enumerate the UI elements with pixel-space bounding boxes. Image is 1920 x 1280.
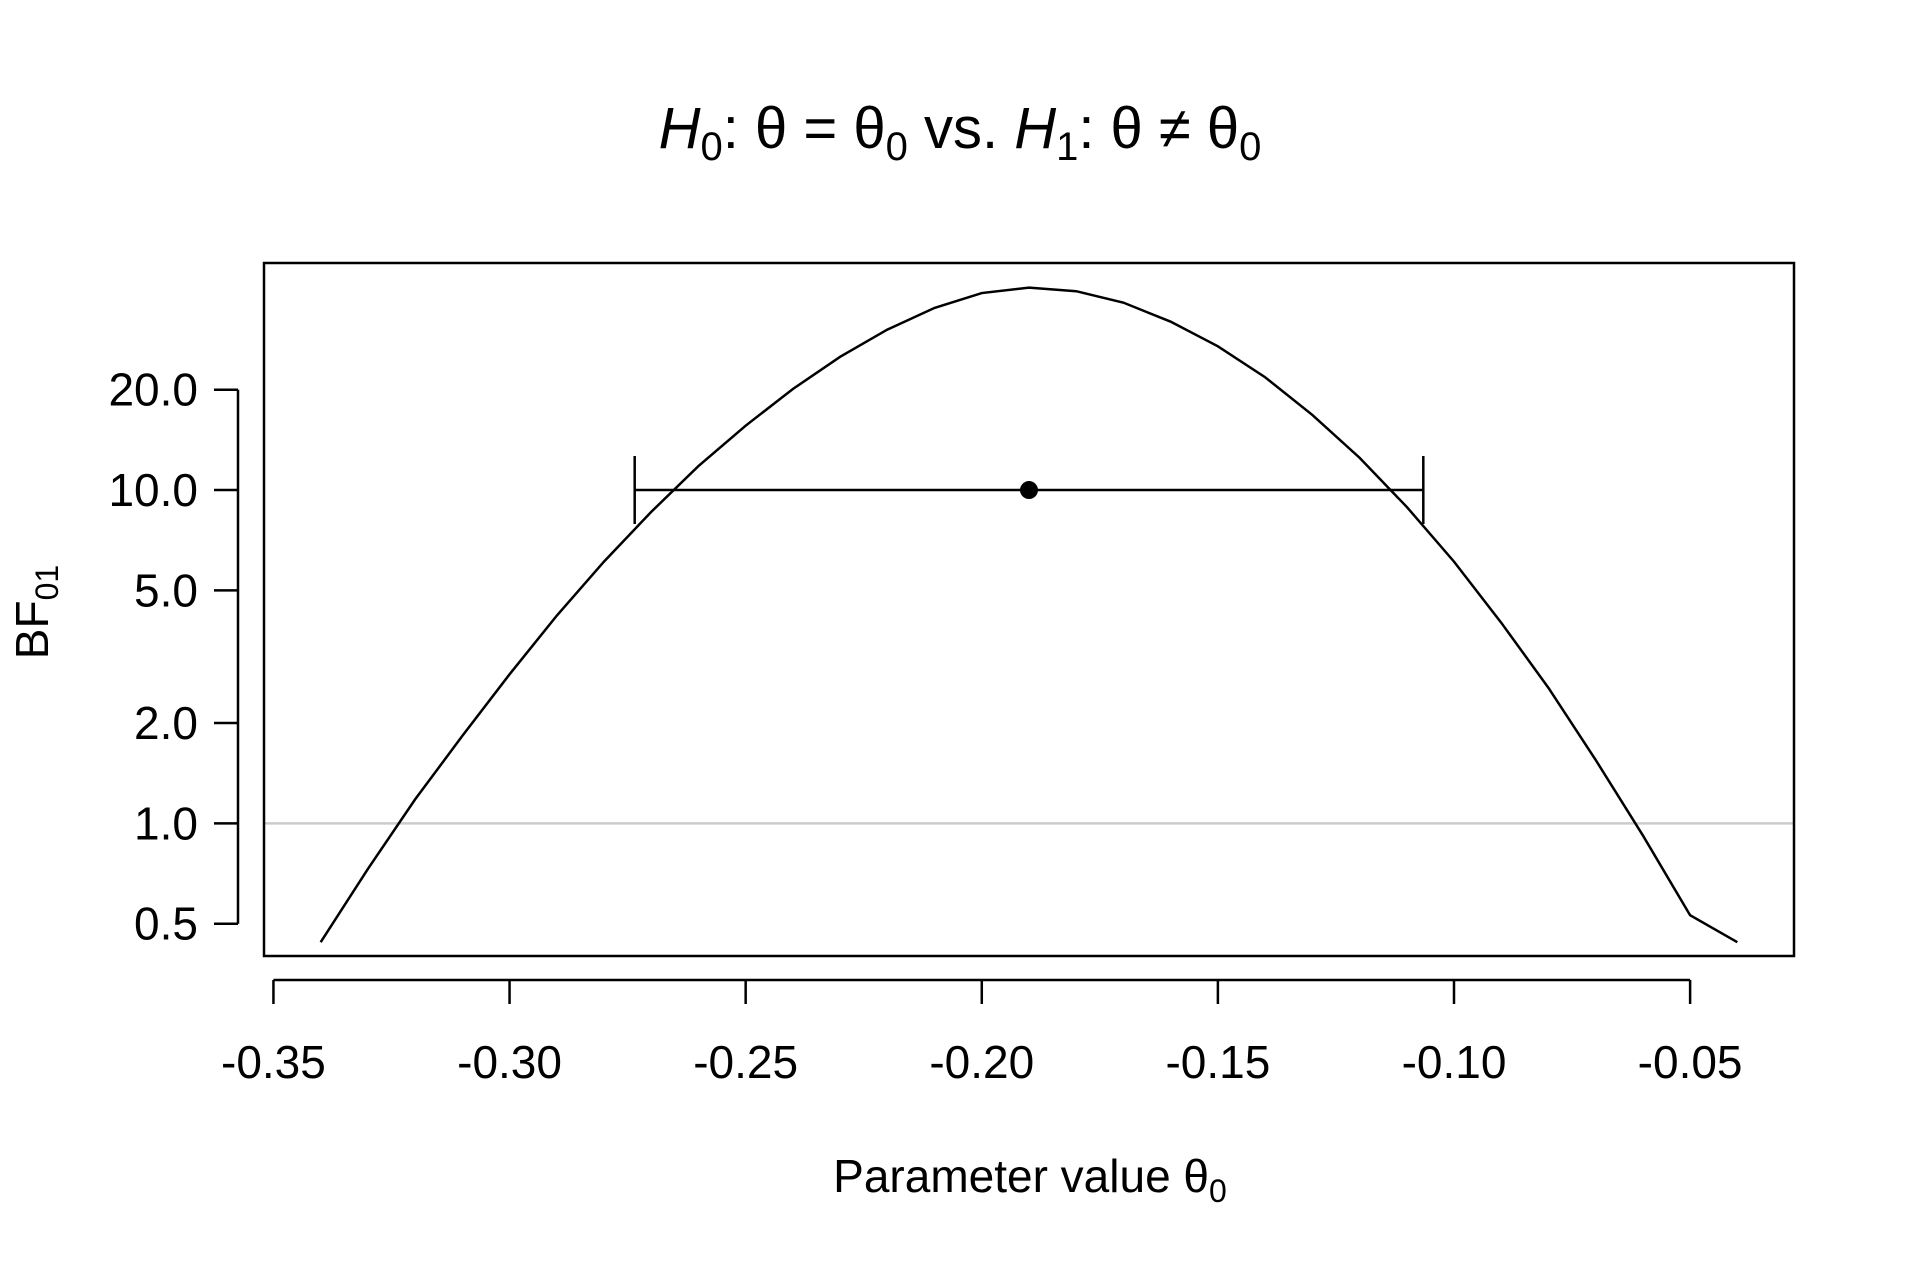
x-tick-label: -0.35 bbox=[221, 1036, 326, 1088]
title-h0-sub: 0 bbox=[701, 125, 723, 169]
x-tick-label: -0.10 bbox=[1402, 1036, 1507, 1088]
y-axis: 0.5 1.0 2.0 5.0 10.0 20.0 bbox=[108, 364, 240, 950]
x-tick-label: -0.05 bbox=[1638, 1036, 1743, 1088]
bf-curve-line bbox=[319, 286, 1738, 944]
title-ne: : θ ≠ θ bbox=[1078, 96, 1239, 161]
y-axis-title-main: BF bbox=[6, 600, 58, 659]
title-eq-sub: 0 bbox=[886, 125, 908, 169]
x-tick-label: -0.15 bbox=[1165, 1036, 1270, 1088]
point-estimate-dot bbox=[1020, 481, 1038, 500]
plot-frame bbox=[262, 261, 1796, 958]
y-tick-label: 1.0 bbox=[134, 797, 198, 849]
x-tick-label: -0.25 bbox=[693, 1036, 798, 1088]
y-tick-label: 0.5 bbox=[134, 898, 198, 950]
title-ne-sub: 0 bbox=[1239, 125, 1261, 169]
y-tick-label: 2.0 bbox=[134, 697, 198, 749]
x-tick-label: -0.20 bbox=[929, 1036, 1034, 1088]
x-axis-title-main: Parameter value θ bbox=[833, 1150, 1209, 1202]
title-h0: H bbox=[659, 96, 701, 161]
x-tick-label: -0.30 bbox=[457, 1036, 562, 1088]
y-tick-label: 5.0 bbox=[134, 564, 198, 616]
title-vs: vs. bbox=[908, 96, 1014, 161]
chart-title: H0: θ = θ0 vs. H1: θ ≠ θ0 bbox=[659, 96, 1262, 169]
x-axis-title: Parameter value θ0 bbox=[833, 1150, 1227, 1209]
x-axis-title-sub: 0 bbox=[1209, 1173, 1227, 1209]
title-h1: H bbox=[1014, 96, 1056, 161]
y-tick-label: 10.0 bbox=[108, 464, 198, 516]
y-tick-label: 20.0 bbox=[108, 364, 198, 416]
title-h1-sub: 1 bbox=[1056, 125, 1078, 169]
x-axis: -0.35 -0.30 -0.25 -0.20 -0.15 -0.10 -0.05 bbox=[221, 978, 1743, 1088]
support-interval bbox=[633, 456, 1425, 525]
y-axis-title: BF01 bbox=[6, 565, 65, 659]
title-eq: : θ = θ bbox=[723, 96, 886, 161]
y-axis-title-sub: 01 bbox=[29, 565, 65, 601]
